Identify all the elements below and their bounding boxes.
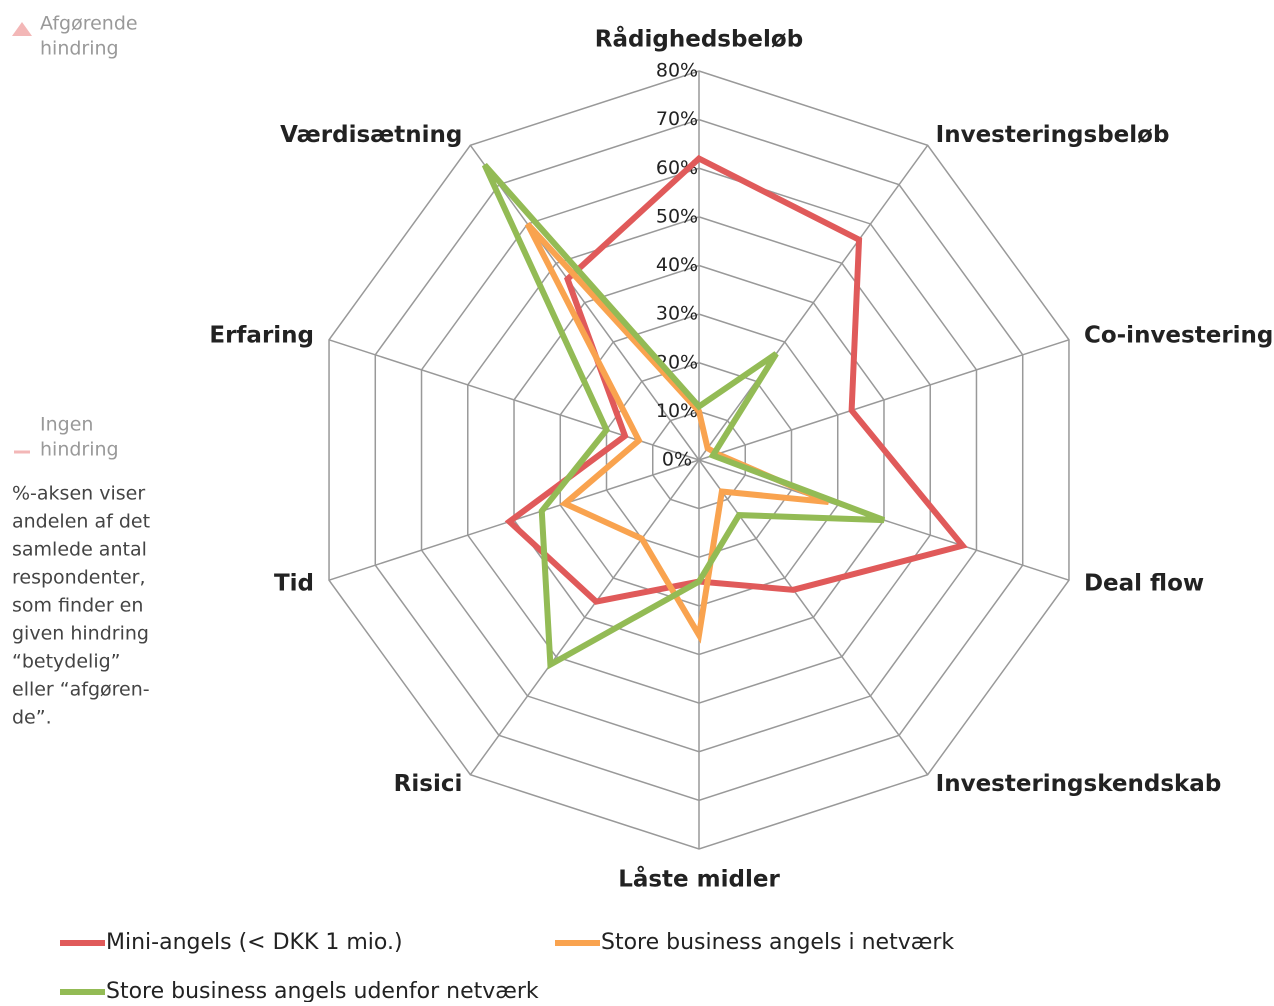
spoke [698, 144, 929, 461]
category-label: Tid [274, 570, 314, 596]
tick-label: 60% [656, 157, 698, 179]
category-label: Co-investering [1084, 323, 1273, 349]
tick-label: 40% [656, 254, 698, 276]
spoke [698, 459, 929, 776]
annotation-note: “betydelig” [12, 651, 121, 673]
annotation-note: given hindring [12, 623, 149, 645]
annotation-note: som finder en [12, 595, 143, 617]
spoke [469, 459, 700, 776]
spoke [698, 339, 1070, 461]
legend-label: Store business angels i netværk [601, 930, 954, 955]
annotation-note: respondenter, [12, 567, 146, 589]
annotation-note: eller “afgøren- [12, 679, 150, 701]
category-label: Erfaring [209, 323, 314, 349]
annotation-note: samlede antal [12, 539, 147, 561]
category-label: Rådighedsbeløb [595, 26, 803, 53]
annotation-note: de”. [12, 707, 52, 729]
category-label: Værdisætning [280, 122, 462, 148]
annotation-note: andelen af det [12, 511, 150, 533]
arrow-head [12, 22, 32, 36]
category-label: Deal flow [1084, 570, 1204, 596]
category-label: Investeringsbeløb [936, 122, 1170, 148]
spoke [469, 144, 700, 461]
annotation-note: %-aksen viser [12, 483, 145, 505]
legend-label: Mini-angels (< DKK 1 mio.) [106, 930, 403, 955]
tick-label: 10% [656, 400, 698, 422]
tick-label: 50% [656, 205, 698, 227]
tick-label: 70% [656, 108, 698, 130]
category-label: Risici [394, 771, 463, 797]
annotation-top: Afgørende [40, 13, 138, 35]
tick-label: 80% [656, 60, 698, 82]
series-line [481, 162, 886, 670]
category-label: Investeringskendskab [936, 771, 1222, 797]
legend-label: Store business angels udenfor netværk [106, 979, 539, 1002]
tick-label: 30% [656, 303, 698, 325]
annotation-top: hindring [40, 38, 119, 60]
annotation-bottom: Ingen [40, 414, 93, 436]
tick-label: 0% [662, 449, 692, 471]
category-label: Låste midler [618, 866, 780, 893]
annotation-bottom: hindring [40, 439, 119, 461]
